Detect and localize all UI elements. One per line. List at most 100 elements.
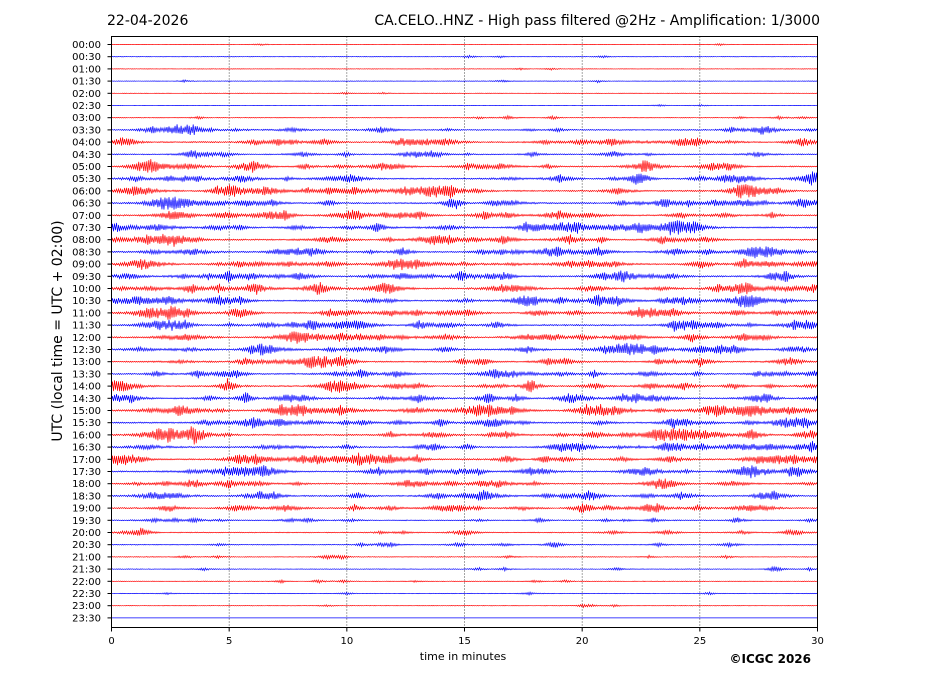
trace-1400 [111,378,818,393]
row-label-1030: 10:30 [72,296,101,307]
row-label-0900: 09:00 [72,260,101,271]
row-label-0000: 00:00 [72,40,101,51]
trace-1530 [111,417,818,429]
row-label-0630: 06:30 [72,199,101,210]
trace-0030 [111,54,818,59]
vertical-gridlines [228,36,701,628]
row-label-2000: 20:00 [72,528,101,539]
trace-0400 [111,137,818,147]
row-label-1400: 14:00 [72,382,101,393]
row-label-1500: 15:00 [72,406,101,417]
trace-0300 [111,114,818,121]
trace-rows [111,43,818,619]
trace-1100 [111,305,818,320]
x-tick-label-20: 20 [576,636,589,647]
trace-0830 [111,246,818,259]
trace-1630 [111,440,818,453]
trace-2000 [111,527,818,536]
trace-0500 [111,159,818,173]
trace-0200 [111,91,818,95]
row-label-0600: 06:00 [72,186,101,197]
trace-0700 [111,209,818,221]
row-label-2230: 22:30 [72,589,101,600]
trace-0730 [111,220,818,236]
row-label-2030: 20:30 [72,540,101,551]
trace-2100 [111,554,818,561]
x-tick-label-5: 5 [226,636,232,647]
row-label-0230: 02:30 [72,101,101,112]
row-label-2300: 23:00 [72,601,101,612]
row-label-0500: 05:00 [72,162,101,173]
row-label-1430: 14:30 [72,394,101,405]
trace-1000 [111,282,818,295]
trace-0000 [111,43,818,47]
x-axis-ticks: 0 5 10 15 20 25 30 [108,627,824,647]
row-label-1730: 17:30 [72,467,101,478]
trace-0800 [111,233,818,247]
row-label-1000: 10:00 [72,284,101,295]
row-label-1200: 12:00 [72,333,101,344]
trace-1730 [111,465,818,479]
row-label-2100: 21:00 [72,552,101,563]
row-label-0430: 04:30 [72,150,101,161]
trace-0130 [111,79,818,84]
trace-1130 [111,319,818,332]
row-label-0300: 03:00 [72,113,101,124]
copyright-text: ©ICGC 2026 [729,652,811,666]
trace-0900 [111,258,818,271]
row-label-1600: 16:00 [72,430,101,441]
row-label-1930: 19:30 [72,516,101,527]
trace-0330 [111,124,818,135]
trace-0430 [111,150,818,159]
row-label-0100: 01:00 [72,64,101,75]
row-label-0130: 01:30 [72,77,101,88]
row-label-1530: 15:30 [72,418,101,429]
chart-title: CA.CELO..HNZ - High pass filtered @2Hz -… [374,13,820,29]
row-label-1630: 16:30 [72,443,101,454]
row-label-1830: 18:30 [72,491,101,502]
trace-1600 [111,426,818,445]
row-label-1330: 13:30 [72,369,101,380]
row-label-2130: 21:30 [72,565,101,576]
row-label-1700: 17:00 [72,455,101,466]
row-label-0930: 09:30 [72,272,101,283]
trace-1930 [111,516,818,524]
y-axis-label: UTC (local time = UTC + 02:00) [50,220,66,441]
trace-0600 [111,184,818,199]
row-label-0400: 04:00 [72,138,101,149]
trace-0530 [111,171,818,186]
x-tick-label-15: 15 [458,636,471,647]
x-tick-label-10: 10 [340,636,353,647]
trace-1800 [111,478,818,490]
trace-0930 [111,270,818,283]
trace-1700 [111,452,818,466]
trace-0630 [111,196,818,210]
x-tick-label-0: 0 [108,636,114,647]
x-axis-label: time in minutes [420,650,507,663]
trace-2030 [111,541,818,549]
row-label-0830: 08:30 [72,247,101,258]
trace-2300 [111,603,818,609]
trace-1900 [111,503,818,513]
x-tick-label-30: 30 [811,636,824,647]
trace-2130 [111,565,818,573]
row-label-0330: 03:30 [72,125,101,136]
row-label-0800: 08:00 [72,235,101,246]
trace-1300 [111,355,818,369]
row-label-1800: 18:00 [72,479,101,490]
trace-1030 [111,294,818,308]
trace-1500 [111,403,818,418]
row-label-0700: 07:00 [72,211,101,222]
row-label-0730: 07:30 [72,223,101,234]
trace-0230 [111,103,818,107]
row-label-0530: 05:30 [72,174,101,185]
trace-2200 [111,578,818,585]
row-label-1900: 19:00 [72,504,101,515]
trace-1200 [111,331,818,344]
trace-0100 [111,67,818,71]
row-label-2330: 23:30 [72,613,101,624]
row-label-1300: 13:00 [72,357,101,368]
row-label-2200: 22:00 [72,577,101,588]
